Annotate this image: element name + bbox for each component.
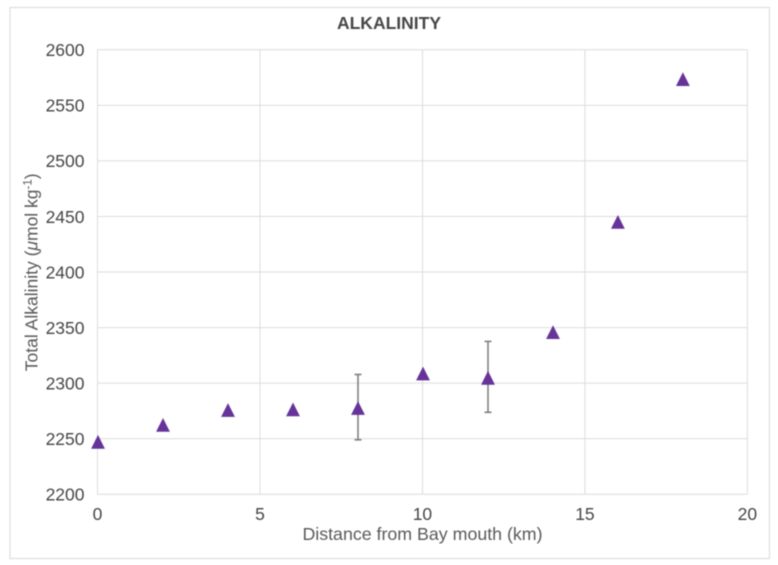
svg-text:2200: 2200 — [46, 485, 85, 505]
svg-text:ALKALINITY: ALKALINITY — [337, 13, 441, 33]
svg-text:15: 15 — [575, 504, 594, 524]
svg-text:2300: 2300 — [46, 374, 85, 394]
svg-text:2500: 2500 — [46, 151, 85, 171]
svg-text:2550: 2550 — [46, 96, 85, 116]
svg-text:Total Alkalinity (μmol kg-1): Total Alkalinity (μmol kg-1) — [21, 173, 41, 371]
svg-text:2350: 2350 — [46, 318, 85, 338]
svg-text:0: 0 — [93, 504, 103, 524]
svg-text:10: 10 — [413, 504, 433, 524]
svg-text:2250: 2250 — [46, 429, 85, 449]
svg-text:20: 20 — [738, 504, 758, 524]
svg-text:2400: 2400 — [46, 262, 85, 282]
svg-text:2450: 2450 — [46, 207, 85, 227]
svg-text:Distance from Bay mouth (km): Distance from Bay mouth (km) — [302, 524, 542, 544]
svg-text:2600: 2600 — [46, 40, 85, 60]
svg-text:5: 5 — [255, 504, 265, 524]
